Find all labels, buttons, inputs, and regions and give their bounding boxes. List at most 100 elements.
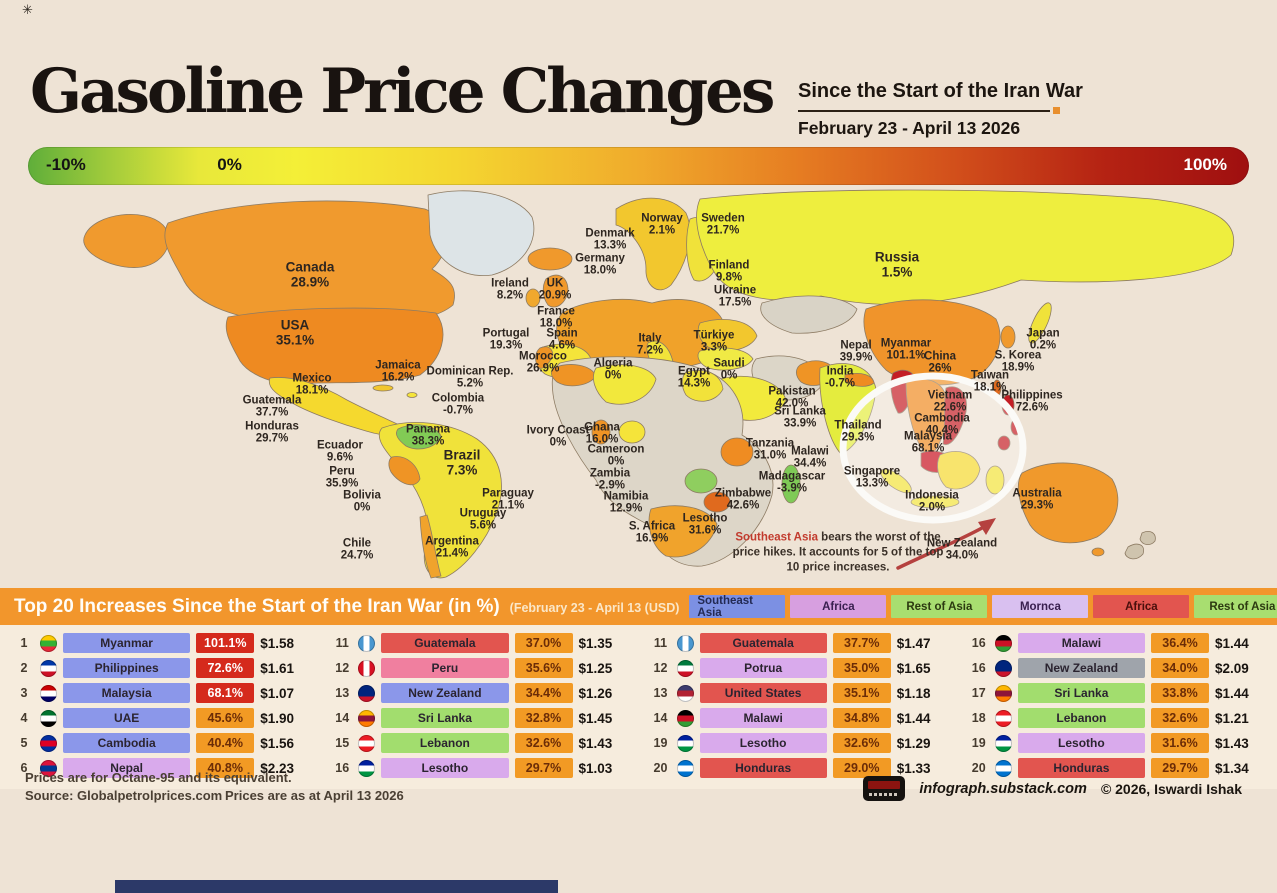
region-portugal	[535, 346, 554, 369]
map-label-tanzania: Tanzania 31.0%	[745, 437, 795, 462]
rank: 6	[20, 761, 28, 775]
price: $1.44	[1215, 685, 1249, 701]
flag-malawi-icon	[676, 709, 694, 727]
color-scale-legend: -10% 0% 100%	[28, 147, 1249, 185]
southeast-asia-magnifier	[839, 372, 1027, 524]
map-label-lesotho: Lesotho 31.6%	[682, 512, 728, 537]
flag-honduras-icon	[676, 759, 694, 777]
price: $1.43	[578, 735, 613, 751]
region-algeria	[593, 364, 657, 405]
country-chip: Lesotho	[381, 758, 509, 778]
table-row-malawi: 14 Malawi 34.8% $1.44	[651, 708, 945, 728]
price: $1.03	[578, 760, 613, 776]
map-label-madagascar: Madagascar -3.9%	[758, 470, 826, 495]
price: $1.90	[260, 710, 295, 726]
price: $1.58	[260, 635, 295, 651]
table-subtitle: (February 23 - April 13 (USD)	[509, 601, 680, 615]
map-label-bolivia: Bolivia 0%	[343, 489, 381, 514]
region-usa	[225, 307, 444, 385]
rank: 2	[20, 661, 28, 675]
map-label-algeria: Algeria 0%	[593, 357, 633, 382]
region-borneo	[937, 451, 981, 490]
country-chip: Myanmar	[63, 633, 191, 653]
footer-credits: infograph.substack.com © 2026, Iswardi I…	[863, 776, 1242, 801]
pct-chip: 33.8%	[1151, 683, 1209, 703]
map-label-brazil: Brazil 7.3%	[443, 447, 481, 477]
header-subtitle-block: Since the Start of the Iran War February…	[798, 80, 1083, 139]
region-iceland	[527, 247, 573, 271]
map-label-italy: Italy 7.2%	[636, 332, 664, 357]
flag-lebanon-icon	[994, 709, 1012, 727]
region-sumatra	[880, 468, 912, 494]
world-map	[83, 189, 1235, 579]
map-label-dominican-rep: Dominican Rep. 5.2%	[426, 365, 514, 390]
map-label-ecuador: Ecuador 9.6%	[316, 439, 364, 464]
map-label-morocco: Morocco 26.9%	[519, 350, 567, 375]
country-chip: Nepal	[63, 758, 191, 778]
map-label-cameroon: Cameroon 0%	[587, 443, 645, 468]
map-label-germany: Germany 18.0%	[575, 252, 625, 277]
map-label-guatemala: Guatemala 37.7%	[242, 394, 302, 419]
legend-chip-africa: Africa	[790, 595, 887, 618]
subtitle-underline	[798, 107, 1060, 114]
price: $1.34	[1215, 760, 1249, 776]
table-row-nepal: 6 Nepal 40.8% $2.23	[14, 758, 308, 778]
region-ukraine	[697, 319, 758, 352]
map-label-japan: Japan 0.2%	[1026, 327, 1060, 352]
country-chip: Lesotho	[1017, 733, 1145, 753]
region-chile	[419, 514, 442, 579]
footer-site: infograph.substack.com	[919, 780, 1087, 797]
table-row-philippines: 2 Philippines 72.6% $1.61	[14, 658, 308, 678]
price: $1.25	[578, 660, 613, 676]
region-alaska	[83, 214, 170, 268]
map-label-egypt: Egypt 14.3%	[677, 365, 711, 390]
map-label-t-rkiye: Türkiye 3.3%	[693, 329, 735, 354]
rank: 1	[20, 636, 28, 650]
table-row-guatemala: 11 Guatemala 37.0% $1.35	[332, 633, 626, 653]
pct-chip: 29.7%	[514, 758, 573, 778]
map-label-cambodia: Cambodia 40.4%	[914, 412, 970, 437]
price: $1.44	[896, 710, 931, 726]
legend-max-label: 100%	[1183, 155, 1227, 174]
map-label-philippines: Philippines 72.6%	[1001, 389, 1063, 414]
country-chip: Sri Lanka	[1017, 683, 1145, 703]
country-chip: New Zealand	[1017, 658, 1145, 678]
table-row-malaysia: 3 Malaysia 68.1% $1.07	[14, 683, 308, 703]
region-russia	[696, 189, 1235, 305]
map-label-ireland: Ireland 8.2%	[491, 277, 529, 302]
pct-chip: 29.7%	[1151, 758, 1209, 778]
country-chip: United States	[699, 683, 827, 703]
region-uk	[542, 274, 569, 308]
annotation-arrowhead	[978, 518, 996, 535]
subtitle: Since the Start of the Iran War	[798, 80, 1083, 102]
country-chip: Malawi	[699, 708, 827, 728]
map-label-uk: UK 20.9%	[538, 277, 572, 302]
table-row-peru: 12 Peru 35.6% $1.25	[332, 658, 626, 678]
map-label-new-zealand: New Zealand 34.0%	[926, 537, 998, 562]
pct-chip: 45.6%	[196, 708, 255, 728]
country-chip: Guatemala	[381, 633, 509, 653]
price: $1.61	[260, 660, 295, 676]
price: $1.43	[1215, 735, 1249, 751]
region-ireland	[525, 288, 541, 308]
rank: 11	[335, 636, 349, 650]
map-label-ivory-coast: Ivory Coast 0%	[526, 424, 590, 449]
pct-chip: 35.0%	[832, 658, 891, 678]
region-africa	[551, 356, 774, 567]
table-row-new-zealand: 13 New Zealand 34.4% $1.26	[332, 683, 626, 703]
rank: 19	[653, 736, 668, 750]
date-range: February 23 - April 13 2026	[798, 118, 1021, 138]
map-label-pakistan: Pakistan 42.0%	[768, 385, 816, 410]
region-morocco	[550, 364, 597, 387]
price: $1.35	[578, 635, 613, 651]
price: $1.45	[578, 710, 613, 726]
rank: 13	[335, 686, 350, 700]
top20-table: Top 20 Increases Since the Start of the …	[0, 588, 1277, 789]
flag-myanmar-icon	[40, 634, 57, 652]
map-label-portugal: Portugal 19.3%	[482, 327, 530, 352]
table-row-lesotho: 16 Lesotho 29.7% $1.03	[332, 758, 626, 778]
infograph-logo-icon	[863, 776, 906, 801]
region-colombia	[396, 424, 442, 450]
rank: 15	[335, 736, 350, 750]
map-label-finland: Finland 9.8%	[708, 259, 750, 284]
